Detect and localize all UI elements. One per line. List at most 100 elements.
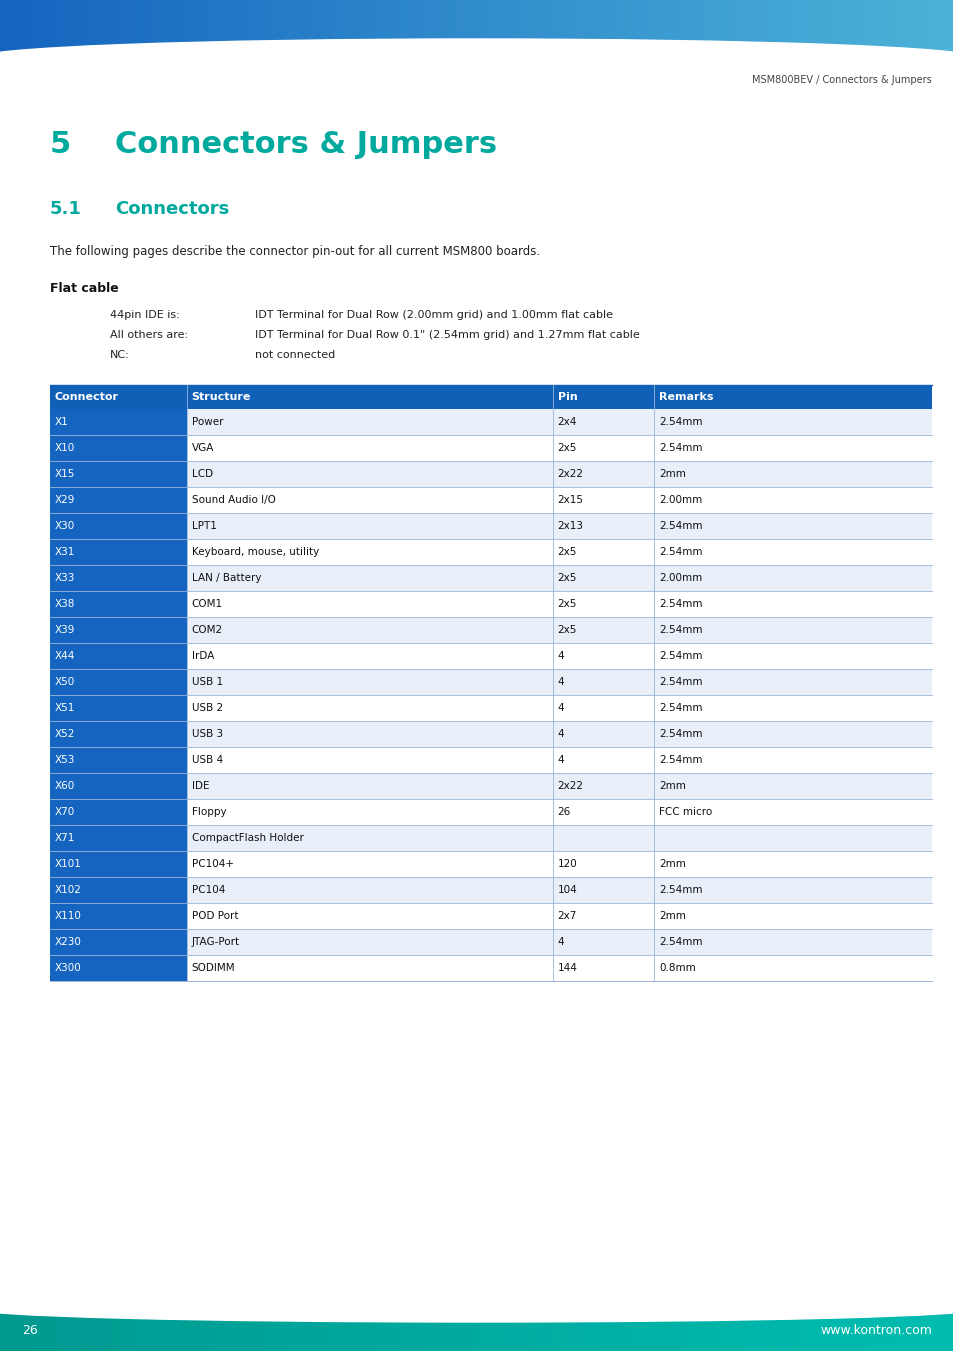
Bar: [50, 773, 187, 798]
Text: VGA: VGA: [192, 443, 213, 453]
Text: IDE: IDE: [192, 781, 209, 790]
Text: 2x5: 2x5: [558, 573, 577, 584]
Text: JTAG-Port: JTAG-Port: [192, 938, 239, 947]
Ellipse shape: [0, 39, 953, 77]
Text: USB 2: USB 2: [192, 703, 223, 713]
Text: Floppy: Floppy: [192, 807, 226, 817]
Text: 2x22: 2x22: [558, 781, 583, 790]
Text: 2.54mm: 2.54mm: [659, 443, 702, 453]
Text: 2.54mm: 2.54mm: [659, 885, 702, 894]
Text: USB 3: USB 3: [192, 730, 223, 739]
Bar: [50, 669, 931, 694]
Text: 2mm: 2mm: [659, 469, 685, 480]
Text: 4: 4: [558, 677, 564, 688]
Bar: [50, 590, 931, 617]
Bar: [50, 435, 931, 461]
Bar: [50, 409, 187, 435]
Bar: [50, 461, 931, 486]
Bar: [50, 902, 187, 929]
Text: Connectors: Connectors: [115, 200, 229, 218]
Text: All others are:: All others are:: [110, 330, 188, 340]
Text: 2x5: 2x5: [558, 443, 577, 453]
Text: 44pin IDE is:: 44pin IDE is:: [110, 309, 179, 320]
Text: Sound Audio I/O: Sound Audio I/O: [192, 494, 275, 505]
Bar: [50, 539, 187, 565]
Bar: [50, 539, 931, 565]
Bar: [50, 617, 187, 643]
Text: 104: 104: [558, 885, 577, 894]
Text: IDT Terminal for Dual Row (2.00mm grid) and 1.00mm flat cable: IDT Terminal for Dual Row (2.00mm grid) …: [254, 309, 613, 320]
Bar: [50, 825, 187, 851]
Bar: [50, 435, 187, 461]
Text: X52: X52: [55, 730, 75, 739]
Text: 2mm: 2mm: [659, 781, 685, 790]
Text: NC:: NC:: [110, 350, 130, 359]
Text: X70: X70: [55, 807, 75, 817]
Text: X1: X1: [55, 417, 69, 427]
Text: POD Port: POD Port: [192, 911, 238, 921]
Text: CompactFlash Holder: CompactFlash Holder: [192, 834, 303, 843]
Bar: [50, 798, 187, 825]
Text: Remarks: Remarks: [659, 392, 713, 403]
Text: X51: X51: [55, 703, 75, 713]
Text: X15: X15: [55, 469, 75, 480]
Text: FCC micro: FCC micro: [659, 807, 712, 817]
Text: Pin: Pin: [558, 392, 577, 403]
Text: 2.54mm: 2.54mm: [659, 598, 702, 609]
Text: X30: X30: [55, 521, 75, 531]
Bar: [50, 721, 187, 747]
Text: 2mm: 2mm: [659, 911, 685, 921]
Bar: [50, 513, 931, 539]
Text: X29: X29: [55, 494, 75, 505]
Bar: [50, 929, 187, 955]
Text: 2x7: 2x7: [558, 911, 577, 921]
Text: X60: X60: [55, 781, 75, 790]
Text: COM2: COM2: [192, 626, 223, 635]
Text: 4: 4: [558, 755, 564, 765]
Text: Keyboard, mouse, utility: Keyboard, mouse, utility: [192, 547, 318, 557]
Bar: [50, 902, 931, 929]
Text: 2.54mm: 2.54mm: [659, 938, 702, 947]
Text: PC104: PC104: [192, 885, 225, 894]
Text: 0.8mm: 0.8mm: [659, 963, 695, 973]
Text: 4: 4: [558, 703, 564, 713]
Text: The following pages describe the connector pin-out for all current MSM800 boards: The following pages describe the connect…: [50, 245, 539, 258]
Text: 26: 26: [558, 807, 571, 817]
Text: COM1: COM1: [192, 598, 223, 609]
Text: X53: X53: [55, 755, 75, 765]
Text: LCD: LCD: [192, 469, 213, 480]
Text: www.kontron.com: www.kontron.com: [820, 1324, 931, 1336]
Text: X230: X230: [55, 938, 82, 947]
Bar: [50, 955, 931, 981]
Text: MSM800BEV / Connectors & Jumpers: MSM800BEV / Connectors & Jumpers: [752, 76, 931, 85]
Bar: [50, 851, 931, 877]
Text: 5: 5: [50, 130, 71, 159]
Text: Flat cable: Flat cable: [50, 282, 118, 295]
Bar: [50, 461, 187, 486]
Bar: [50, 747, 187, 773]
Text: 2x4: 2x4: [558, 417, 577, 427]
Text: X33: X33: [55, 573, 75, 584]
Text: X10: X10: [55, 443, 75, 453]
Text: 2x5: 2x5: [558, 626, 577, 635]
Text: Connector: Connector: [55, 392, 119, 403]
Text: 2x13: 2x13: [558, 521, 583, 531]
Text: 4: 4: [558, 730, 564, 739]
Text: X31: X31: [55, 547, 75, 557]
Text: X101: X101: [55, 859, 82, 869]
Text: 2.54mm: 2.54mm: [659, 521, 702, 531]
Bar: [50, 929, 931, 955]
Text: IrDA: IrDA: [192, 651, 213, 661]
Bar: [50, 643, 931, 669]
Text: 2mm: 2mm: [659, 859, 685, 869]
Bar: [50, 747, 931, 773]
Text: X300: X300: [55, 963, 82, 973]
Text: X38: X38: [55, 598, 75, 609]
Text: IDT Terminal for Dual Row 0.1" (2.54mm grid) and 1.27mm flat cable: IDT Terminal for Dual Row 0.1" (2.54mm g…: [254, 330, 639, 340]
Bar: [50, 877, 187, 902]
Bar: [50, 565, 931, 590]
Text: 144: 144: [558, 963, 577, 973]
Text: X110: X110: [55, 911, 82, 921]
Bar: [50, 565, 187, 590]
Bar: [50, 409, 931, 435]
